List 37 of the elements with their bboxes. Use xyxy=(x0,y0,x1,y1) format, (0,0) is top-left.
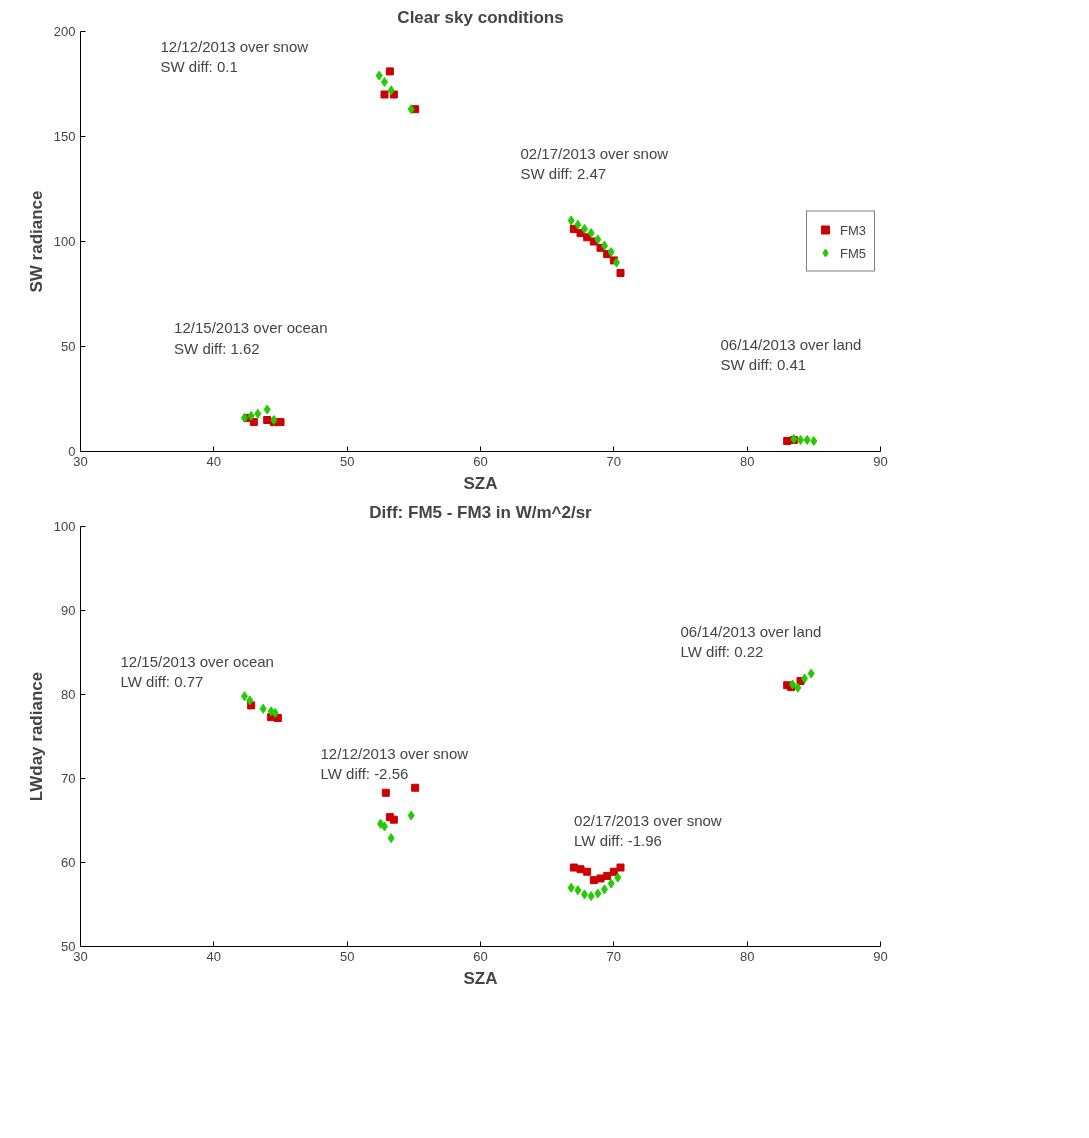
annotation: 02/17/2013 over snow LW diff: -1.96 xyxy=(574,812,722,850)
y-tick-label: 100 xyxy=(53,234,76,249)
annotation: 06/14/2013 over land LW diff: 0.22 xyxy=(680,623,822,661)
x-tick-label: 80 xyxy=(739,948,755,964)
annotation: 12/15/2013 over ocean SW diff: 1.62 xyxy=(174,319,328,357)
x-tick-label: 50 xyxy=(339,453,355,469)
annotation: 12/12/2013 over snow LW diff: -2.56 xyxy=(320,744,469,783)
legend-label: FM5 xyxy=(840,245,866,260)
annotation: 06/14/2013 over land SW diff: 0.41 xyxy=(720,336,862,374)
x-tick-label: 90 xyxy=(873,948,888,964)
annotation: 02/17/2013 over snow SW diff: 2.47 xyxy=(520,144,669,183)
y-tick-label: 90 xyxy=(61,603,76,618)
y-tick-label: 150 xyxy=(53,129,76,144)
chart-title: Diff: FM5 - FM3 in W/m^2/sr xyxy=(369,502,593,522)
x-tick-label: 90 xyxy=(873,453,888,469)
x-tick-label: 70 xyxy=(606,948,622,964)
legend-label: FM3 xyxy=(840,222,866,237)
annotation: 12/12/2013 over snow SW diff: 0.1 xyxy=(160,37,309,76)
y-tick-label: 200 xyxy=(53,24,76,39)
x-tick-label: 40 xyxy=(206,453,222,469)
y-tick-label: 80 xyxy=(61,687,76,702)
chart-title: Clear sky conditions xyxy=(397,7,564,27)
x-tick-label: 40 xyxy=(206,948,222,964)
y-axis-title: SW radiance xyxy=(26,190,46,293)
y-tick-label: 70 xyxy=(61,771,76,786)
x-tick-label: 70 xyxy=(606,453,622,469)
annotation: 12/15/2013 over ocean LW diff: 0.77 xyxy=(120,652,274,690)
y-tick-label: 50 xyxy=(61,339,76,354)
x-tick-label: 60 xyxy=(473,948,488,964)
x-tick-label: 60 xyxy=(473,453,488,469)
x-axis-title: SZA xyxy=(463,473,498,493)
x-tick-label: 50 xyxy=(339,948,355,964)
y-axis-title: LWday radiance xyxy=(26,671,46,802)
y-tick-label: 60 xyxy=(61,855,76,870)
y-tick-label: 100 xyxy=(53,519,76,534)
x-axis-title: SZA xyxy=(463,968,498,988)
x-tick-label: 80 xyxy=(739,453,755,469)
